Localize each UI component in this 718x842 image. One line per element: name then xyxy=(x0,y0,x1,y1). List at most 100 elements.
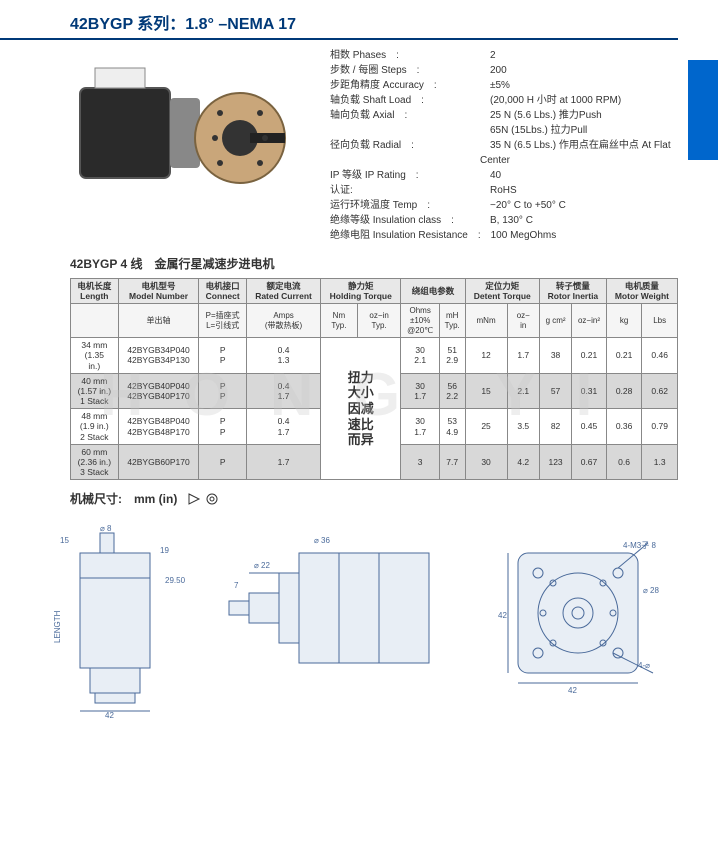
table-cell: 57 xyxy=(539,373,571,409)
spec-row: 运行环境温度 Temp : −20° C to +50° C xyxy=(330,198,678,213)
mech-title-text: 机械尺寸: mm (in) xyxy=(70,490,177,507)
spec-value: ±5% xyxy=(480,78,510,93)
table-cell: 0.41.7 xyxy=(247,409,321,445)
table-cell: 12 xyxy=(465,338,507,374)
table-cell: 0.31 xyxy=(572,373,607,409)
col-subheader: mHTyp. xyxy=(439,304,465,338)
drawing-front-view: ⌀ 22 7 ⌀ 36 xyxy=(219,523,449,703)
spec-label: 相数 Phases : xyxy=(330,48,480,63)
spec-row: 65N (15Lbs.) 拉力Pull xyxy=(330,123,678,138)
table-cell: 42BYGB60P170 xyxy=(118,444,199,480)
table-cell: 0.28 xyxy=(606,373,642,409)
col-subheader: oz−inTyp. xyxy=(357,304,401,338)
table-cell: 534.9 xyxy=(439,409,465,445)
mech-dims-title: 机械尺寸: mm (in) xyxy=(0,480,718,513)
product-image xyxy=(70,48,310,228)
spec-table-wrap: 电机长度Length电机型号Model Number电机接口Connect额定电… xyxy=(0,278,718,480)
spec-label: 运行环境温度 Temp : xyxy=(330,198,480,213)
col-subheader: oz−in xyxy=(507,304,539,338)
svg-text:LENGTH: LENGTH xyxy=(53,611,62,644)
table-cell: 0.46 xyxy=(642,338,678,374)
svg-text:42: 42 xyxy=(105,711,114,720)
spec-table: 电机长度Length电机型号Model Number电机接口Connect额定电… xyxy=(70,278,678,480)
col-subheader: g cm² xyxy=(539,304,571,338)
spec-row: 认证: RoHS xyxy=(330,183,678,198)
col-subheader: P=插座式L=引线式 xyxy=(199,304,247,338)
spec-value: 65N (15Lbs.) 拉力Pull xyxy=(480,123,587,138)
table-cell: 34 mm(1.35in.) xyxy=(71,338,119,374)
page-header: 42BYGP 系列：1.8° –NEMA 17 xyxy=(0,0,678,40)
table-cell: 15 xyxy=(465,373,507,409)
spec-row: 轴向负载 Axial : 25 N (5.6 Lbs.) 推力Push xyxy=(330,108,678,123)
spec-label: 轴负载 Shaft Load : xyxy=(330,93,480,108)
svg-text:⌀ 28: ⌀ 28 xyxy=(643,586,659,595)
table-cell: 7.7 xyxy=(439,444,465,480)
spec-row: 绝缘电阻 Insulation Resistance : 100 MegOhms xyxy=(330,228,678,243)
spec-value: −20° C to +50° C xyxy=(480,198,566,213)
table-cell: 1.7 xyxy=(247,444,321,480)
spec-row: 径向负载 Radial : 35 N (6.5 Lbs.) 作用点在扁丝中点 A… xyxy=(330,138,678,168)
col-subheader: 单出轴 xyxy=(118,304,199,338)
spec-row: 步距角精度 Accuracy : ±5% xyxy=(330,78,678,93)
col-subheader: Ohms±10%@20℃ xyxy=(401,304,439,338)
svg-text:42: 42 xyxy=(568,686,577,695)
table-cell: 0.21 xyxy=(606,338,642,374)
svg-text:29.50: 29.50 xyxy=(165,576,186,585)
table-cell: 0.41.7 xyxy=(247,373,321,409)
projection-icon xyxy=(187,492,227,506)
spec-label: 步距角精度 Accuracy : xyxy=(330,78,480,93)
spec-row: IP 等级 IP Rating : 40 xyxy=(330,168,678,183)
table-cell: 82 xyxy=(539,409,571,445)
spec-value: 2 xyxy=(480,48,496,63)
spec-value: RoHS xyxy=(480,183,517,198)
col-subheader xyxy=(71,304,119,338)
spec-label: 绝缘电阻 Insulation Resistance : xyxy=(330,228,481,243)
col-subheader: Lbs xyxy=(642,304,678,338)
spec-value: 35 N (6.5 Lbs.) 作用点在扁丝中点 At Flat Center xyxy=(480,138,678,168)
table-cell: 0.67 xyxy=(572,444,607,480)
drawing-face-view: 4-M3子 8 ⌀ 28 42 42 4-⌀ xyxy=(478,523,678,703)
table-cell: 512.9 xyxy=(439,338,465,374)
spec-value: B, 130° C xyxy=(480,213,533,228)
spec-list: 相数 Phases : 2步数 / 每圈 Steps : 200步距角精度 Ac… xyxy=(330,48,678,243)
table-cell: 123 xyxy=(539,444,571,480)
table-subtitle: 42BYGP 4 线 金属行星减速步进电机 xyxy=(0,243,718,278)
spec-label: 径向负载 Radial : xyxy=(330,138,480,168)
spec-value: 40 xyxy=(480,168,501,183)
spec-label: 绝缘等级 Insulation class : xyxy=(330,213,480,228)
table-cell: 301.7 xyxy=(401,373,439,409)
spec-label: 步数 / 每圈 Steps : xyxy=(330,63,480,78)
col-subheader: kg xyxy=(606,304,642,338)
table-cell: 1.3 xyxy=(642,444,678,480)
table-cell: 3 xyxy=(401,444,439,480)
svg-text:42: 42 xyxy=(498,611,507,620)
table-cell: 562.2 xyxy=(439,373,465,409)
table-cell: PP xyxy=(199,409,247,445)
table-cell: 2.1 xyxy=(507,373,539,409)
table-cell: 30 xyxy=(465,444,507,480)
col-subheader: mNm xyxy=(465,304,507,338)
spec-row: 轴负载 Shaft Load : (20,000 H 小时 at 1000 RP… xyxy=(330,93,678,108)
torque-note-cell: 扭力大小因减速比而异 xyxy=(321,338,401,480)
table-row: 34 mm(1.35in.)42BYGB34P04042BYGB34P130PP… xyxy=(71,338,678,374)
spec-value: 25 N (5.6 Lbs.) 推力Push xyxy=(480,108,602,123)
col-header: 定位力矩Detent Torque xyxy=(465,279,539,304)
table-cell: 1.7 xyxy=(507,338,539,374)
spec-row: 相数 Phases : 2 xyxy=(330,48,678,63)
table-cell: 38 xyxy=(539,338,571,374)
table-cell: PP xyxy=(199,373,247,409)
table-cell: 25 xyxy=(465,409,507,445)
spec-value: 200 xyxy=(480,63,507,78)
table-cell: 0.36 xyxy=(606,409,642,445)
col-header: 转子惯量Rotor Inertia xyxy=(539,279,606,304)
col-header: 电机接口Connect xyxy=(199,279,247,304)
svg-text:⌀ 22: ⌀ 22 xyxy=(254,561,270,570)
table-cell: 60 mm(2.36 in.)3 Stack xyxy=(71,444,119,480)
table-cell: 42BYGB34P04042BYGB34P130 xyxy=(118,338,199,374)
spec-label xyxy=(330,123,480,138)
table-cell: 3.5 xyxy=(507,409,539,445)
svg-text:7: 7 xyxy=(234,581,239,590)
spec-row: 绝缘等级 Insulation class : B, 130° C xyxy=(330,213,678,228)
col-header: 静力矩Holding Torque xyxy=(321,279,401,304)
spec-label: 认证: xyxy=(330,183,480,198)
